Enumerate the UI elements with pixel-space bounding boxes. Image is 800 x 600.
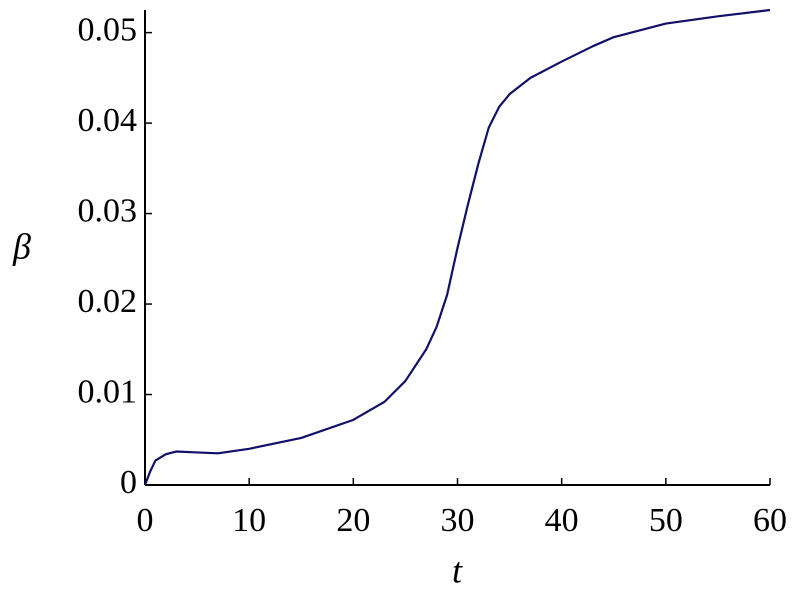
- x-tick-label: 0: [137, 502, 154, 539]
- y-tick-label: 0.03: [78, 192, 138, 229]
- x-tick-label: 50: [649, 502, 683, 539]
- x-tick-label: 10: [232, 502, 266, 539]
- line: [143, 8, 771, 486]
- y-tick-label: 0.04: [78, 102, 138, 139]
- y-tick-label: 0.01: [78, 373, 138, 410]
- y-tick-label: 0.02: [78, 283, 138, 320]
- x-axis-title: t: [452, 550, 463, 590]
- x-tick-label: 60: [753, 502, 787, 539]
- y-tick-label: 0.05: [78, 11, 138, 48]
- y-axis-title: β: [12, 226, 31, 266]
- x-tick-label: 30: [441, 502, 475, 539]
- x-tick-label: 40: [545, 502, 579, 539]
- x-tick-label: 20: [336, 502, 370, 539]
- y-tick-label: 0: [120, 464, 137, 501]
